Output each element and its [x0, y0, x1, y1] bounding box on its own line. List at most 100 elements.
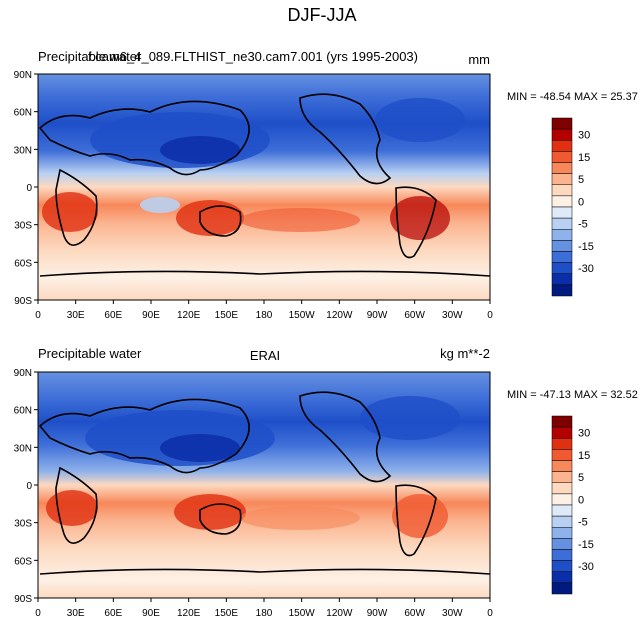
colorbar-swatch: [551, 527, 573, 539]
colorbar-swatch: [551, 571, 573, 584]
colorbar-swatch: [551, 415, 573, 428]
panel-model: Precipitable water f.cam6_4_089.FLTHIST_…: [14, 49, 638, 321]
colorbar-swatch: [551, 128, 573, 141]
lon-tick-label: 120E: [177, 310, 201, 321]
colorbar-swatch: [551, 515, 573, 528]
panel-erai-colorbar: 30 15 5 0 -5 -15 -30: [551, 415, 594, 595]
panel-model-colorbar: 30 15 5 0 -5 -15 -30: [551, 117, 594, 297]
lon-tick-label: 60W: [404, 608, 425, 619]
lat-tick-label: 90N: [14, 368, 32, 379]
colorbar-swatch: [551, 560, 573, 572]
lon-tick-label: 0: [487, 310, 493, 321]
panel-erai-lon-axis: 0 30E 60E 90E 120E 150E 180 150W 120W 90W 60W 30W 0: [35, 598, 493, 619]
lon-tick-label: 120W: [326, 310, 353, 321]
colorbar-swatch: [551, 140, 573, 152]
lon-tick-label: 0: [35, 310, 41, 321]
lon-tick-label: 90W: [367, 608, 388, 619]
lon-tick-label: 90E: [142, 310, 160, 321]
colorbar-swatch: [551, 549, 573, 561]
lon-tick-label: 120E: [177, 608, 201, 619]
colorbar-label: -30: [578, 263, 594, 275]
lat-tick-label: 0: [26, 183, 32, 194]
colorbar-swatch: [551, 173, 573, 185]
lon-tick-label: 0: [487, 608, 493, 619]
panel-model-lon-axis: 0 30E 60E 90E 120E 150E 180 150W 120W 90W 60W 30W 0: [35, 300, 493, 321]
panel-erai-title-center: ERAI: [250, 348, 280, 363]
colorbar-label: 30: [578, 130, 590, 142]
panel-erai: Precipitable water ERAI kg m**-2 90N 60N 3…: [14, 346, 638, 619]
panel-model-units: mm: [468, 52, 490, 67]
lon-tick-label: 150E: [215, 608, 239, 619]
panel-erai-lat-axis: 90N 60N 30N 0 30S 60S 90S: [14, 368, 38, 605]
colorbar-label: 0: [578, 196, 584, 208]
lon-tick-label: 180: [256, 310, 273, 321]
colorbar-label: 15: [578, 450, 590, 462]
figure-title: DJF-JJA: [288, 5, 357, 25]
colorbar-swatch: [551, 251, 573, 263]
lon-tick-label: 120W: [326, 608, 353, 619]
lon-tick-label: 60E: [104, 310, 122, 321]
colorbar-swatch: [551, 426, 573, 439]
panel-erai-minmax: MIN = -47.13 MAX = 32.52: [507, 389, 638, 401]
colorbar-swatch: [551, 162, 573, 174]
lat-tick-label: 30S: [14, 221, 32, 232]
colorbar-label: 5: [578, 174, 584, 186]
panel-model-minmax: MIN = -48.54 MAX = 25.37: [507, 91, 638, 103]
colorbar-swatch: [551, 229, 573, 241]
lon-tick-label: 0: [35, 608, 41, 619]
colorbar-label: -30: [578, 561, 594, 573]
lat-tick-label: 90N: [14, 70, 32, 81]
colorbar-swatch: [551, 273, 573, 286]
lon-tick-label: 150W: [289, 608, 316, 619]
colorbar-swatch: [551, 582, 573, 595]
panel-model-title-left: Precipitable water: [38, 49, 142, 64]
lat-tick-label: 90S: [14, 594, 32, 605]
colorbar-swatch: [551, 151, 573, 163]
lon-tick-label: 60E: [104, 608, 122, 619]
lon-tick-label: 90W: [367, 310, 388, 321]
panel-model-coastlines: [38, 93, 490, 277]
panel-erai-title-left: Precipitable water: [38, 346, 142, 361]
lat-tick-label: 30S: [14, 519, 32, 530]
colorbar-swatch: [551, 184, 573, 197]
lat-tick-label: 0: [26, 481, 32, 492]
lat-tick-label: 60S: [14, 258, 32, 269]
lat-tick-label: 30N: [14, 443, 32, 454]
colorbar-swatch: [551, 240, 573, 252]
lon-tick-label: 30W: [442, 310, 463, 321]
colorbar-label: 0: [578, 494, 584, 506]
lon-tick-label: 60W: [404, 310, 425, 321]
colorbar-swatch: [551, 493, 573, 506]
colorbar-label: -15: [578, 539, 594, 551]
lon-tick-label: 90E: [142, 608, 160, 619]
lat-tick-label: 30N: [14, 145, 32, 156]
lon-tick-label: 30E: [67, 310, 85, 321]
lon-tick-label: 30E: [67, 608, 85, 619]
colorbar-swatch: [551, 195, 573, 208]
panel-erai-coastlines: [38, 391, 490, 575]
lat-tick-label: 90S: [14, 296, 32, 307]
colorbar-label: 15: [578, 152, 590, 164]
colorbar-swatch: [551, 438, 573, 450]
lon-tick-label: 150E: [215, 310, 239, 321]
lon-tick-label: 180: [256, 608, 273, 619]
colorbar-swatch: [551, 482, 573, 495]
lat-tick-label: 60N: [14, 406, 32, 417]
colorbar-label: -5: [578, 219, 588, 231]
panel-erai-field: [38, 372, 490, 598]
panel-erai-units: kg m**-2: [440, 346, 490, 361]
panel-model-field: [38, 74, 490, 300]
colorbar-swatch: [551, 460, 573, 472]
colorbar-swatch: [551, 217, 573, 230]
panel-model-lat-axis: 90N 60N 30N 0 30S 60S 90S: [14, 70, 38, 307]
colorbar-swatch: [551, 471, 573, 483]
colorbar-swatch: [551, 206, 573, 219]
lon-tick-label: 30W: [442, 608, 463, 619]
lat-tick-label: 60N: [14, 108, 32, 119]
colorbar-label: 5: [578, 472, 584, 484]
colorbar-label: 30: [578, 428, 590, 440]
lon-tick-label: 150W: [289, 310, 316, 321]
colorbar-swatch: [551, 504, 573, 517]
colorbar-label: -5: [578, 517, 588, 529]
